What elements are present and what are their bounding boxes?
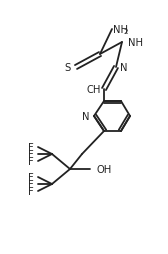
Text: OH: OH: [96, 164, 111, 174]
Text: F: F: [28, 142, 34, 152]
Text: N: N: [81, 112, 89, 121]
Text: F: F: [28, 179, 34, 189]
Text: F: F: [28, 186, 34, 196]
Text: N: N: [120, 63, 128, 73]
Text: F: F: [28, 172, 34, 182]
Text: CH: CH: [87, 85, 101, 95]
Text: NH: NH: [128, 38, 143, 48]
Text: F: F: [28, 156, 34, 166]
Text: F: F: [28, 149, 34, 159]
Text: NH: NH: [113, 25, 128, 35]
Text: 2: 2: [124, 28, 128, 34]
Text: S: S: [65, 63, 71, 73]
